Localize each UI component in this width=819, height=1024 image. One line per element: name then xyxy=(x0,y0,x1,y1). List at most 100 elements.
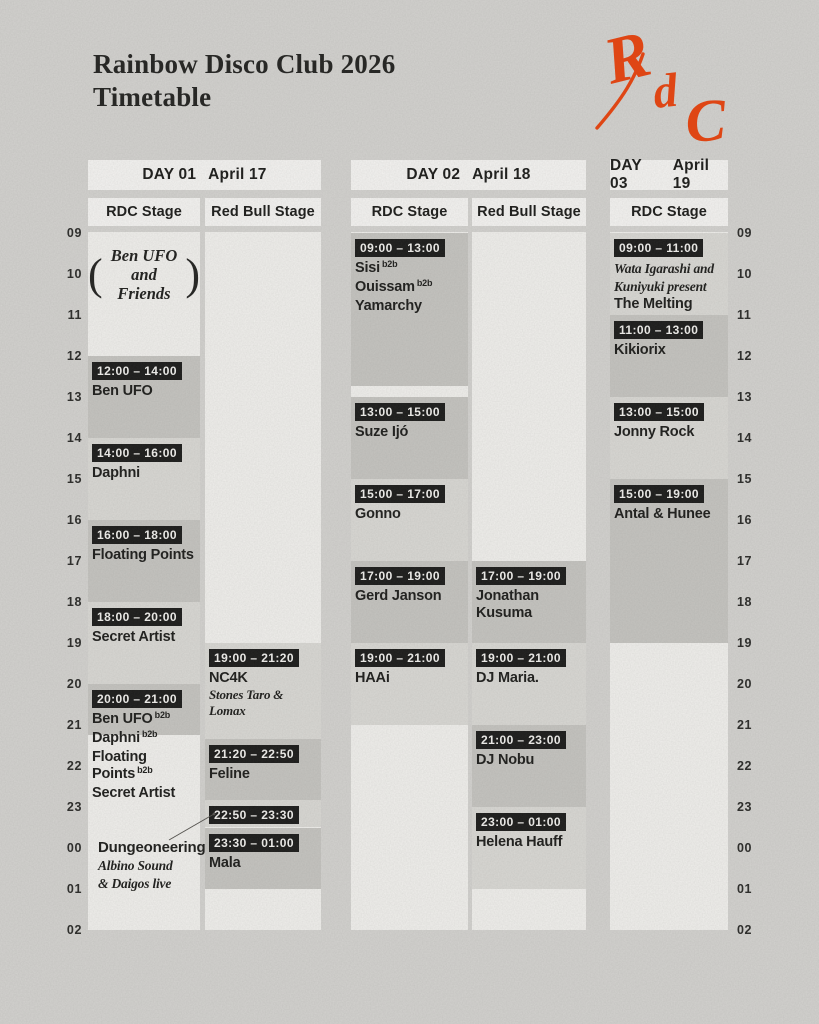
event-time-badge: 19:00 – 21:00 xyxy=(476,649,566,667)
event-block: 13:00 – 15:00 Suze Ijó xyxy=(351,397,468,479)
event-block: 19:00 – 21:20 NC4K Stones Taro & Lomax xyxy=(205,643,321,739)
hour-label: 19 xyxy=(737,636,753,650)
event-block: 14:00 – 16:00 Daphni xyxy=(88,438,200,520)
hour-label: 11 xyxy=(737,308,752,322)
opening-note-line: and Friends xyxy=(117,265,171,303)
event-time-row: 09:00 – 13:00 xyxy=(351,233,468,259)
hour-label: 09 xyxy=(66,226,82,240)
b2b-sup: b2b xyxy=(154,710,171,720)
event-time-row: 12:00 – 14:00 xyxy=(88,356,200,382)
hour-label: 21 xyxy=(66,718,82,732)
hour-label: 16 xyxy=(737,513,753,527)
event-time-row: 20:00 – 21:00 xyxy=(88,684,200,710)
event-artist-name: Jonathan Kusuma xyxy=(476,588,539,621)
event-artist-name: Ben UFO b2b xyxy=(92,710,171,727)
stage-track-rdc-stage-day2: 09:00 – 13:00 Sisi b2b Ouissam b2b Yamarchy 13… xyxy=(351,232,468,930)
event-artist-name: Kikiorix xyxy=(614,342,666,358)
event-artist-name: Daphni xyxy=(92,465,140,481)
b2b-sup: b2b xyxy=(382,259,398,269)
event-block: 19:00 – 21:00 HAAi xyxy=(351,643,468,725)
rdc-logo-letter: C xyxy=(683,86,729,150)
event-time-row: 17:00 – 19:00 xyxy=(472,561,586,587)
event-time-row: 16:00 – 18:00 xyxy=(88,520,200,546)
event-block: 19:00 – 21:00 DJ Maria. xyxy=(472,643,586,725)
day-label: DAY 03 xyxy=(610,157,642,192)
event-time-badge: 21:00 – 23:00 xyxy=(476,731,566,749)
hour-label: 22 xyxy=(66,759,82,773)
open-paren: ( xyxy=(88,249,103,299)
stage-track-rdc-stage-day3: 09:00 – 11:00 Wata Igarashi and Kuniyuki p… xyxy=(610,232,728,930)
event-block: 13:00 – 15:00 Jonny Rock xyxy=(610,397,728,479)
event-time-badge: 19:00 – 21:00 xyxy=(355,649,445,667)
event-block: 11:00 – 13:00 Kikiorix xyxy=(610,315,728,397)
hour-label: 19 xyxy=(66,636,82,650)
hour-label: 13 xyxy=(737,390,753,404)
poster-title: Rainbow Disco Club 2026 Timetable xyxy=(93,48,395,114)
event-time-badge: 17:00 – 19:00 xyxy=(476,567,566,585)
stage-header-rdc-stage: RDC Stage xyxy=(351,198,468,226)
event-block: 18:00 – 20:00 Secret Artist xyxy=(88,602,200,684)
event-artist-name: Gerd Janson xyxy=(355,588,442,604)
stage-header-rdc-stage: RDC Stage xyxy=(88,198,200,226)
event-time-badge: 20:00 – 21:00 xyxy=(92,690,182,708)
dungeoneering-annotation: Dungeoneering Albino Sound & Daigos live xyxy=(98,838,208,892)
day-date: April 19 xyxy=(672,157,710,192)
b2b-sup: b2b xyxy=(416,278,433,288)
event-presenter-line: Wata Igarashi and xyxy=(614,261,714,276)
event-artist-name: Feline xyxy=(209,765,250,782)
event-time-row: 21:20 – 22:50 xyxy=(205,739,321,765)
event-block: 17:00 – 19:00 Gerd Janson xyxy=(351,561,468,643)
stage-track-red-bull-stage-day2: 17:00 – 19:00 Jonathan Kusuma 19:00 – 21:0… xyxy=(472,232,586,930)
event-artist-name: DJ Maria. xyxy=(476,670,539,686)
event-time-badge: 12:00 – 14:00 xyxy=(92,362,182,380)
event-time-row: 19:00 – 21:20 xyxy=(205,643,321,669)
hour-label: 18 xyxy=(66,595,82,609)
close-paren: ) xyxy=(185,249,200,299)
event-time-row: 13:00 – 15:00 xyxy=(351,397,468,423)
rdc-logo: Rd C xyxy=(595,20,729,150)
hour-label: 23 xyxy=(66,800,82,814)
event-time-row: 19:00 – 21:00 xyxy=(351,643,468,669)
event-artist-name: Floating Points b2b xyxy=(92,749,153,782)
event-time-row: 17:00 – 19:00 xyxy=(351,561,468,587)
hour-label: 12 xyxy=(66,349,82,363)
event-time-badge: 09:00 – 13:00 xyxy=(355,239,445,257)
event-artist-name: Yamarchy xyxy=(355,298,422,314)
day-header: DAY 03 April 19 xyxy=(610,157,728,192)
event-artist-name: NC4K xyxy=(209,670,248,686)
event-time-row: 18:00 – 20:00 xyxy=(88,602,200,628)
day-label: DAY 01 xyxy=(142,166,197,183)
event-time-badge: 09:00 – 11:00 xyxy=(614,239,704,257)
stage-name: RDC Stage xyxy=(631,204,707,220)
opening-note: (Ben UFO and Friends) xyxy=(88,246,200,303)
event-block: 23:30 – 01:00 Mala xyxy=(205,827,321,889)
annotation-artist-name: Dungeoneering xyxy=(98,839,206,856)
event-time-badge: 16:00 – 18:00 xyxy=(92,526,182,544)
event-time-badge: 18:00 – 20:00 xyxy=(92,608,182,626)
hour-label: 10 xyxy=(66,267,82,281)
stage-name: Red Bull Stage xyxy=(211,204,315,220)
hour-label: 20 xyxy=(66,677,82,691)
event-time-badge: 23:00 – 01:00 xyxy=(476,813,566,831)
hour-label: 10 xyxy=(737,267,753,281)
stage-name: RDC Stage xyxy=(106,204,182,220)
stage-header-red-bull-stage: Red Bull Stage xyxy=(472,198,586,226)
event-block: 17:00 – 19:00 Jonathan Kusuma xyxy=(472,561,586,643)
hour-label: 00 xyxy=(737,841,753,855)
event-artist-name: Ben UFO xyxy=(92,383,153,399)
day-label: DAY 02 xyxy=(406,166,461,183)
event-time-row: 13:00 – 15:00 xyxy=(610,397,728,423)
annotation-sub-line: & Daigos live xyxy=(98,876,172,891)
hour-label: 01 xyxy=(66,882,82,896)
event-block: 20:00 – 21:00 Ben UFO b2b Daphni b2b Floating… xyxy=(88,684,200,801)
hour-label: 02 xyxy=(66,923,82,937)
hour-label: 13 xyxy=(66,390,82,404)
hour-label: 21 xyxy=(737,718,753,732)
poster-title-line2: Timetable xyxy=(93,82,212,112)
event-time-row: 19:00 – 21:00 xyxy=(472,643,586,669)
event-sub-artists: Stones Taro & Lomax xyxy=(209,687,284,718)
event-time-row: 22:50 – 23:30 xyxy=(205,800,321,826)
event-block: 09:00 – 13:00 Sisi b2b Ouissam b2b Yamarchy xyxy=(351,233,468,386)
hour-label: 11 xyxy=(67,308,82,322)
